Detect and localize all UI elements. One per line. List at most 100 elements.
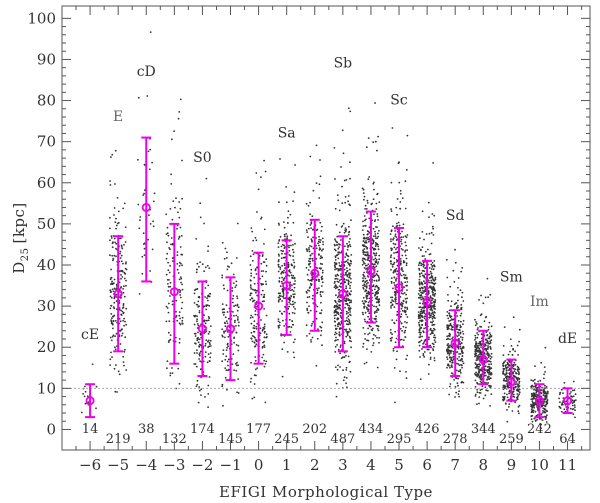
data-point: [122, 207, 124, 210]
data-point: [371, 292, 374, 295]
data-point: [179, 296, 182, 299]
data-point: [339, 264, 341, 267]
data-point: [390, 269, 392, 271]
data-point: [113, 287, 116, 290]
data-point: [198, 265, 200, 268]
data-point: [336, 254, 338, 257]
data-point: [206, 319, 208, 322]
data-point: [282, 243, 284, 246]
data-point: [423, 351, 426, 353]
data-point: [288, 254, 291, 256]
data-point: [431, 311, 434, 314]
data-point: [253, 282, 256, 285]
data-point: [287, 222, 289, 224]
data-point: [112, 315, 114, 318]
data-point: [337, 247, 340, 250]
data-point: [149, 223, 152, 225]
data-point: [364, 253, 367, 256]
data-point: [110, 319, 112, 322]
data-point: [347, 244, 350, 247]
data-point: [389, 331, 392, 334]
data-point: [422, 263, 424, 266]
data-point: [459, 336, 462, 338]
data-point: [392, 271, 395, 273]
data-point: [225, 369, 228, 372]
data-point: [350, 219, 352, 222]
data-point: [377, 219, 379, 221]
data-point: [418, 336, 421, 339]
data-point: [207, 250, 209, 253]
data-point: [373, 305, 375, 308]
data-point: [120, 254, 123, 257]
data-point: [223, 257, 226, 260]
data-point: [366, 339, 368, 342]
data-point: [137, 203, 140, 206]
data-point: [232, 301, 234, 304]
data-point: [446, 311, 449, 313]
data-point: [293, 266, 295, 269]
data-point: [421, 296, 424, 298]
data-point: [518, 385, 521, 387]
data-point: [310, 221, 313, 224]
data-point: [406, 249, 408, 252]
data-point: [502, 365, 505, 368]
data-point: [333, 286, 336, 289]
data-point: [265, 264, 268, 267]
data-point: [531, 409, 534, 412]
data-point: [340, 299, 342, 302]
data-point: [350, 340, 352, 343]
data-point: [474, 337, 477, 339]
data-point: [447, 317, 450, 320]
data-point: [363, 251, 366, 254]
data-point: [429, 333, 432, 336]
data-point: [249, 316, 252, 319]
data-point: [365, 294, 368, 297]
data-point: [540, 423, 543, 426]
data-point: [283, 262, 286, 265]
data-point: [419, 289, 422, 292]
data-point: [505, 403, 507, 405]
data-point: [421, 348, 423, 350]
data-point: [306, 296, 309, 299]
data-point: [197, 300, 200, 303]
data-point: [252, 299, 255, 302]
data-point: [316, 305, 319, 308]
data-point: [362, 240, 365, 242]
data-point: [448, 354, 451, 356]
data-point: [488, 337, 491, 340]
data-point: [424, 267, 426, 269]
plot-frame: [61, 5, 591, 451]
data-point: [137, 96, 140, 99]
data-point: [305, 229, 308, 232]
data-point: [559, 406, 561, 409]
data-point: [453, 281, 456, 283]
data-point: [432, 162, 434, 164]
data-point: [395, 225, 398, 228]
data-point: [255, 172, 258, 174]
data-point: [113, 207, 116, 209]
data-point: [125, 284, 127, 287]
data-point: [167, 341, 170, 343]
data-point: [362, 233, 365, 236]
data-point: [252, 253, 255, 256]
data-point: [400, 338, 403, 341]
count-label-type-0: 177: [246, 422, 271, 437]
data-point: [284, 306, 286, 308]
data-point: [365, 251, 367, 254]
data-point: [476, 336, 479, 339]
data-point: [109, 291, 112, 293]
data-point: [308, 263, 310, 265]
data-point: [512, 388, 515, 391]
data-point: [280, 334, 283, 337]
data-point: [289, 303, 292, 305]
data-point: [487, 345, 489, 347]
data-point: [168, 271, 171, 274]
data-point: [113, 314, 116, 317]
data-point: [121, 328, 123, 330]
data-point: [235, 257, 238, 259]
data-point: [236, 297, 239, 300]
data-point: [449, 324, 452, 327]
data-point: [430, 316, 432, 318]
data-point: [534, 420, 537, 422]
median-marker-type-1: [281, 239, 292, 336]
